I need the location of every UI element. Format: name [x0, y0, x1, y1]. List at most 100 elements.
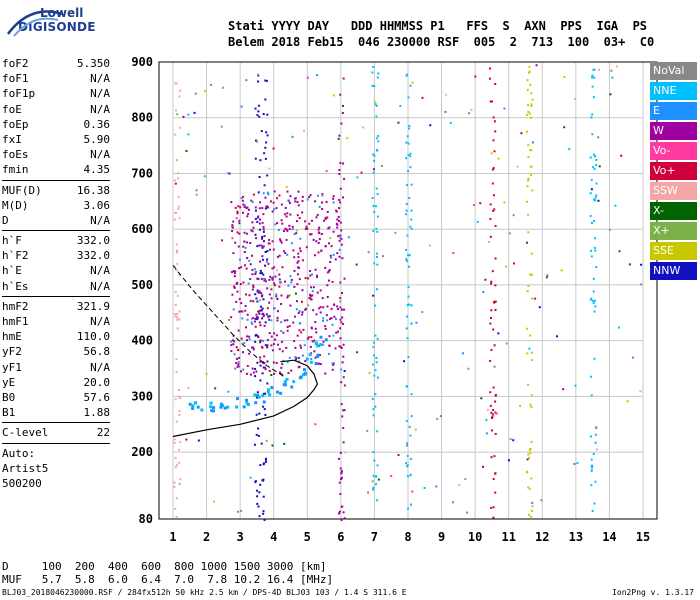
noise-dot: [255, 333, 258, 336]
noise-dot: [376, 149, 379, 152]
noise-dot: [589, 156, 592, 159]
noise-dot: [337, 137, 340, 140]
noise-dot: [340, 122, 343, 125]
echo-dot: [251, 269, 254, 272]
echo-dot: [264, 368, 267, 371]
noise-dot: [256, 300, 259, 303]
echo-dot: [243, 231, 246, 234]
x-tick-label: 14: [602, 530, 616, 544]
noise-dot: [256, 396, 259, 399]
echo-dot: [246, 232, 249, 235]
echo-dot: [280, 366, 283, 369]
noise-dot: [176, 463, 179, 466]
noise-dot: [342, 196, 345, 199]
echo-dot: [313, 350, 316, 353]
noise-dot: [527, 104, 530, 107]
noise-dot: [175, 268, 178, 271]
param-value: 57.6: [83, 390, 111, 404]
noise-dot: [534, 297, 537, 300]
noise-dot: [250, 317, 253, 320]
echo-dot: [272, 248, 275, 251]
noise-dot: [493, 120, 496, 123]
noise-dot: [505, 342, 508, 345]
noise-dot: [374, 405, 377, 408]
noise-dot: [406, 304, 409, 307]
echo-dot: [330, 307, 333, 310]
echo-dot: [338, 255, 341, 258]
param-separator: [2, 295, 110, 297]
noise-dot: [259, 379, 262, 382]
trace-point: [283, 380, 287, 384]
noise-dot: [593, 246, 596, 249]
noise-dot: [375, 483, 378, 486]
noise-dot: [339, 234, 342, 237]
noise-dot: [177, 172, 180, 175]
noise-dot: [573, 462, 576, 465]
echo-dot: [309, 345, 312, 348]
param-name: Auto:: [2, 446, 36, 460]
echo-dot: [239, 310, 242, 313]
echo-dot: [243, 342, 246, 345]
noise-dot: [374, 393, 377, 396]
echo-dot: [332, 362, 335, 365]
trace-point: [261, 394, 265, 398]
noise-dot: [376, 252, 379, 255]
noise-dot: [263, 152, 266, 155]
echo-dot: [261, 255, 264, 258]
noise-dot: [235, 217, 238, 220]
noise-dot: [376, 230, 379, 233]
x-tick-label: 7: [371, 530, 378, 544]
noise-dot: [344, 451, 347, 454]
noise-dot: [264, 207, 267, 210]
noise-dot: [470, 108, 473, 111]
noise-dot: [178, 310, 181, 313]
noise-dot: [372, 486, 375, 489]
echo-dot: [326, 284, 329, 287]
legend-item: NNW: [650, 262, 697, 280]
noise-dot: [173, 441, 176, 444]
echo-dot: [321, 201, 324, 204]
echo-dot: [263, 324, 266, 327]
noise-dot: [261, 317, 264, 320]
noise-dot: [480, 397, 483, 400]
param-name: hmF2: [2, 299, 29, 313]
echo-dot: [296, 334, 299, 337]
noise-dot: [530, 252, 533, 255]
noise-dot: [492, 386, 495, 389]
noise-dot: [468, 112, 471, 115]
echo-dot: [336, 252, 339, 255]
noise-dot: [179, 126, 182, 129]
noise-dot: [179, 478, 182, 481]
noise-dot: [409, 152, 412, 155]
noise-dot: [375, 187, 378, 190]
noise-dot: [325, 169, 328, 172]
noise-dot: [592, 277, 595, 280]
echo-dot: [272, 343, 275, 346]
echo-dot: [232, 220, 235, 223]
noise-dot: [530, 394, 533, 397]
noise-dot: [574, 98, 577, 101]
noise-dot: [479, 202, 482, 205]
echo-dot: [264, 196, 267, 199]
noise-dot: [593, 357, 596, 360]
noise-dot: [526, 185, 529, 188]
noise-dot: [489, 322, 492, 325]
noise-dot: [527, 179, 530, 182]
echo-dot: [254, 206, 257, 209]
echo-dot: [267, 193, 270, 196]
echo-dot: [243, 250, 246, 253]
noise-dot: [338, 239, 341, 242]
noise-dot: [339, 327, 342, 330]
noise-dot: [342, 162, 345, 165]
noise-dot: [256, 391, 259, 394]
noise-dot: [529, 403, 532, 406]
echo-dot: [293, 269, 296, 272]
noise-dot: [527, 213, 530, 216]
trace-point: [245, 398, 249, 402]
echo-dot: [336, 218, 339, 221]
echo-dot: [304, 220, 307, 223]
echo-dot: [316, 274, 319, 277]
x-tick-label: 12: [535, 530, 549, 544]
noise-dot: [372, 346, 375, 349]
echo-dot: [284, 206, 287, 209]
